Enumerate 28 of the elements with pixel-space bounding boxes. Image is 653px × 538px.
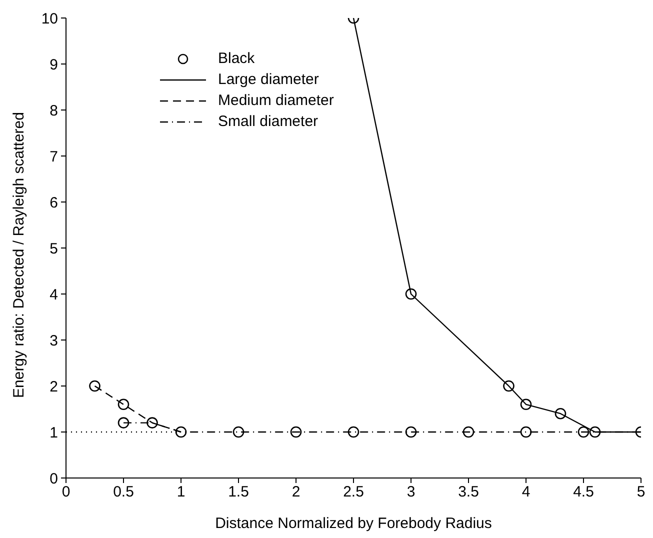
x-tick-label: 3 bbox=[406, 484, 416, 501]
x-tick-label: 2.5 bbox=[343, 484, 364, 501]
y-tick-label: 9 bbox=[50, 56, 58, 74]
x-tick-label: 0.5 bbox=[113, 484, 134, 501]
x-tick-label: 0 bbox=[62, 484, 70, 501]
y-tick-label: 0 bbox=[50, 470, 58, 488]
y-tick-label: 4 bbox=[50, 286, 58, 304]
y-tick-label: 8 bbox=[50, 102, 58, 120]
x-tick-label: 2 bbox=[292, 484, 300, 501]
legend-label: Medium diameter bbox=[218, 91, 334, 111]
legend-label: Large diameter bbox=[218, 70, 319, 90]
legend-label: Small diameter bbox=[218, 112, 318, 132]
y-tick-label: 3 bbox=[50, 332, 58, 350]
legend-label: Black bbox=[218, 49, 255, 69]
y-tick-label: 1 bbox=[50, 424, 58, 442]
y-tick-label: 7 bbox=[50, 148, 58, 166]
x-tick-label: 3.5 bbox=[458, 484, 479, 501]
y-axis-title: Energy ratio: Detected / Rayleigh scattered bbox=[10, 112, 28, 398]
x-axis-title: Distance Normalized by Forebody Radius bbox=[215, 515, 492, 532]
x-tick-label: 1.5 bbox=[228, 484, 249, 501]
x-tick-label: 5 bbox=[636, 484, 646, 501]
y-tick-label: 5 bbox=[50, 240, 58, 258]
x-tick-label: 1 bbox=[176, 484, 186, 501]
y-tick-label: 10 bbox=[41, 10, 58, 28]
x-tick-label: 4 bbox=[522, 484, 530, 501]
y-tick-label: 2 bbox=[50, 378, 58, 396]
y-tick-label: 6 bbox=[50, 194, 58, 212]
x-tick-label: 4.5 bbox=[573, 484, 594, 501]
